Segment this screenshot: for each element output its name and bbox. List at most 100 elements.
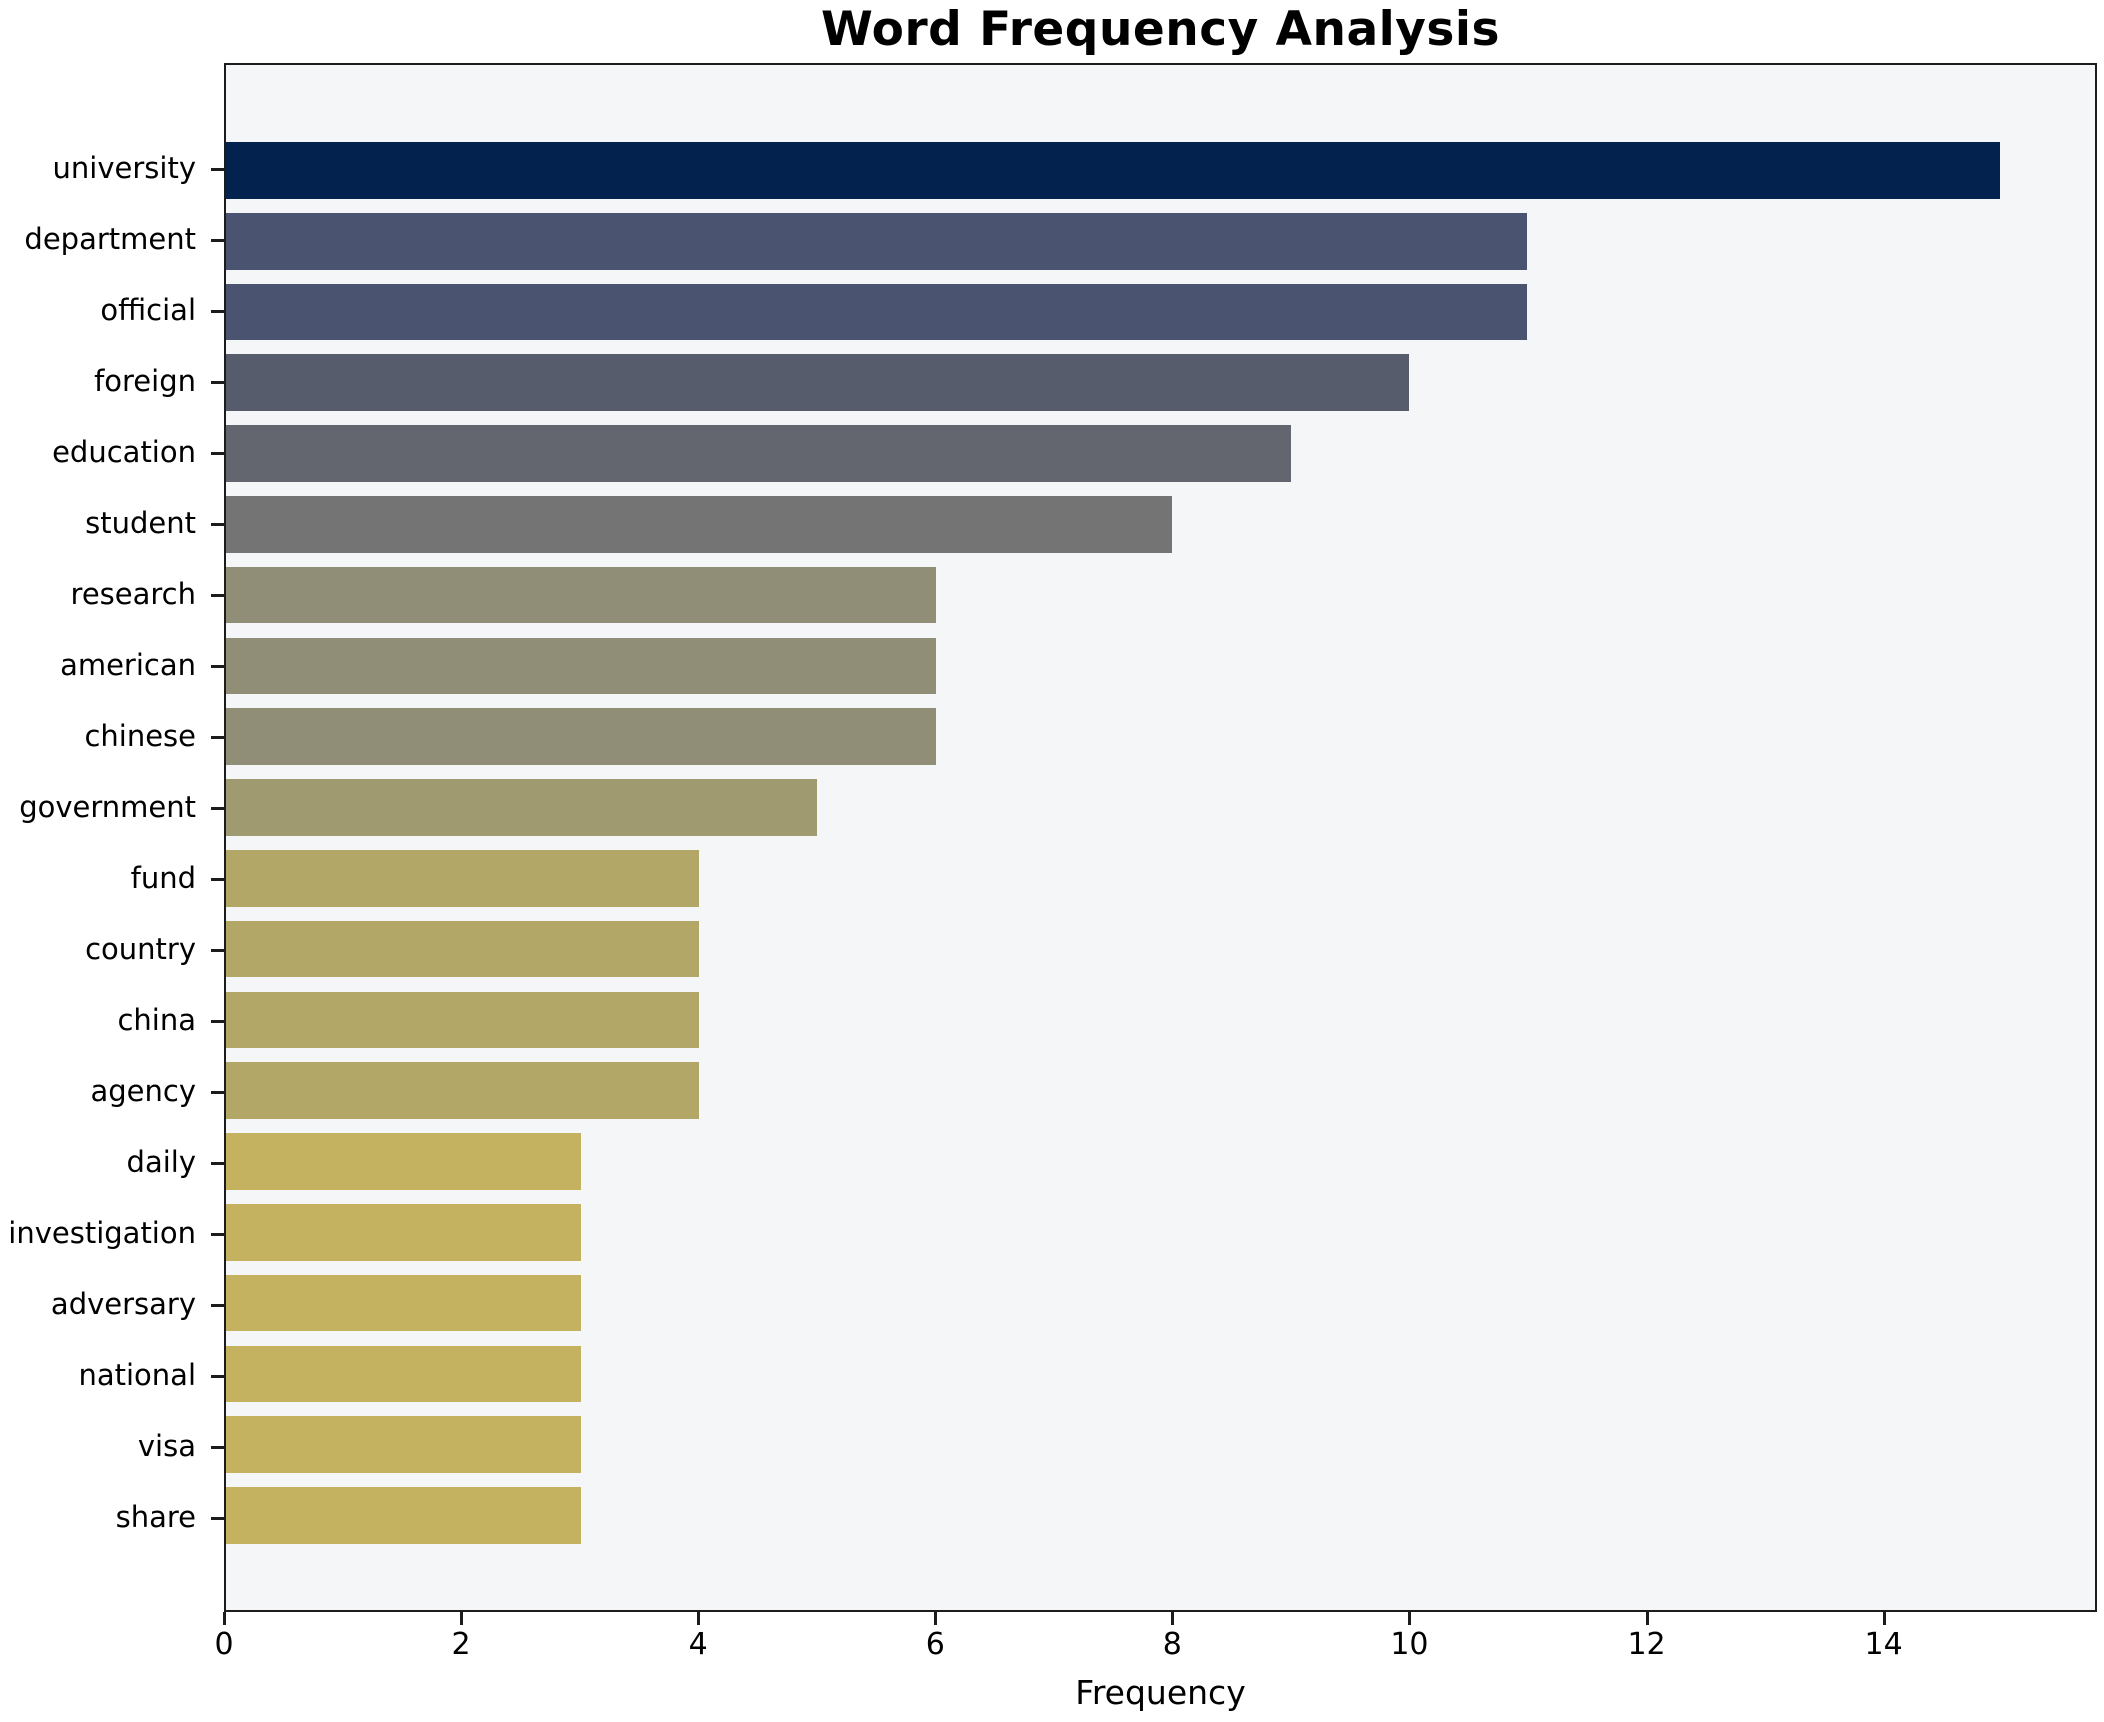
y-tick-label-investigation: investigation: [8, 1216, 196, 1250]
x-tick-mark: [934, 1612, 938, 1625]
x-axis-ticks: [223, 1612, 2097, 1626]
bar-row: [226, 418, 2095, 489]
plot-area: [224, 63, 2097, 1612]
bar-row: [226, 985, 2095, 1056]
y-tick-label-government: government: [19, 790, 196, 824]
y-tick-label-american: american: [60, 648, 196, 682]
bar-country: [226, 920, 700, 978]
y-tick-mark: [211, 167, 224, 171]
y-tick-mark: [211, 735, 224, 739]
y-tick-label-education: education: [52, 435, 196, 469]
bar-daily: [226, 1133, 581, 1190]
x-tick-label-0: 0: [214, 1627, 234, 1662]
bar-student: [226, 496, 1173, 553]
bar-chinese: [226, 708, 936, 766]
y-axis-ticks: [198, 63, 224, 1612]
bar-row: [226, 135, 2095, 206]
bar-foreign: [226, 354, 1409, 412]
y-tick-label-fund: fund: [130, 861, 196, 895]
chart-title: Word Frequency Analysis: [821, 2, 1500, 57]
bar-share: [226, 1487, 581, 1544]
y-tick-label-adversary: adversary: [50, 1287, 196, 1321]
y-tick-mark: [211, 1019, 224, 1023]
y-tick-mark: [211, 948, 224, 952]
x-tick-mark: [697, 1612, 701, 1625]
x-axis-tick-labels: 0 2 4 6 8 10 12 14: [214, 1627, 2097, 1670]
x-tick-mark: [223, 1612, 226, 1625]
bar-visa: [226, 1416, 581, 1474]
bar-official: [226, 283, 1528, 341]
bar-fund: [226, 850, 700, 907]
y-tick-mark: [211, 593, 224, 597]
bar-row: [226, 1126, 2095, 1197]
x-tick-mark: [460, 1612, 464, 1625]
x-tick-label-6: 6: [925, 1627, 945, 1662]
x-tick-label-2: 2: [451, 1627, 471, 1662]
y-tick-mark: [211, 1090, 224, 1094]
x-tick-label-10: 10: [1390, 1627, 1429, 1662]
y-tick-label-department: department: [24, 222, 196, 256]
bar-row: [226, 1480, 2095, 1551]
y-tick-mark: [211, 1445, 224, 1449]
y-tick-label-daily: daily: [126, 1145, 196, 1179]
y-tick-mark: [211, 238, 224, 242]
x-tick-label-12: 12: [1627, 1627, 1666, 1662]
bar-row: [226, 1268, 2095, 1339]
bar-row: [226, 701, 2095, 772]
y-tick-mark: [211, 309, 224, 313]
y-tick-label-visa: visa: [137, 1429, 196, 1463]
y-tick-mark: [211, 451, 224, 455]
y-tick-label-country: country: [85, 932, 196, 966]
bar-investigation: [226, 1204, 581, 1261]
bar-row: [226, 914, 2095, 985]
y-tick-mark: [211, 1374, 224, 1378]
bar-row: [226, 277, 2095, 348]
bar-adversary: [226, 1274, 581, 1332]
y-tick-mark: [211, 664, 224, 668]
x-axis-title: Frequency: [1075, 1673, 1246, 1712]
y-tick-label-foreign: foreign: [94, 364, 196, 398]
x-tick-mark: [1645, 1612, 1649, 1625]
bar-american: [226, 637, 936, 695]
y-tick-label-chinese: chinese: [84, 719, 196, 753]
bars-layer: [226, 65, 2095, 1610]
bar-government: [226, 779, 818, 836]
y-tick-label-share: share: [115, 1500, 196, 1534]
y-tick-mark: [211, 380, 224, 384]
x-tick-mark: [1882, 1612, 1886, 1625]
y-tick-mark: [211, 1303, 224, 1307]
x-tick-mark: [1171, 1612, 1175, 1625]
x-tick-label-8: 8: [1162, 1627, 1182, 1662]
bar-university: [226, 142, 2001, 199]
y-tick-mark: [211, 1161, 224, 1165]
bar-education: [226, 425, 1291, 482]
y-tick-label-research: research: [70, 577, 196, 611]
y-tick-mark: [211, 1232, 224, 1236]
bar-row: [226, 1197, 2095, 1268]
bar-row: [226, 206, 2095, 277]
y-tick-label-agency: agency: [90, 1074, 196, 1108]
bar-row: [226, 1055, 2095, 1126]
x-tick-mark: [1408, 1612, 1412, 1625]
bar-row: [226, 1409, 2095, 1480]
y-tick-mark: [211, 1516, 224, 1520]
y-tick-label-student: student: [85, 506, 196, 540]
x-tick-label-14: 14: [1864, 1627, 1903, 1662]
bar-china: [226, 991, 700, 1049]
bar-row: [226, 347, 2095, 418]
bar-row: [226, 1339, 2095, 1410]
bar-row: [226, 772, 2095, 843]
y-tick-label-china: china: [117, 1003, 196, 1037]
bar-research: [226, 566, 936, 624]
bar-national: [226, 1345, 581, 1403]
y-tick-mark: [211, 877, 224, 881]
y-tick-mark: [211, 522, 224, 526]
bar-department: [226, 212, 1528, 270]
y-tick-label-university: university: [52, 151, 196, 185]
y-axis-labels: university department official foreign educa…: [0, 63, 196, 1612]
bar-row: [226, 489, 2095, 560]
bar-agency: [226, 1062, 700, 1120]
bar-row: [226, 560, 2095, 631]
x-tick-label-4: 4: [688, 1627, 708, 1662]
